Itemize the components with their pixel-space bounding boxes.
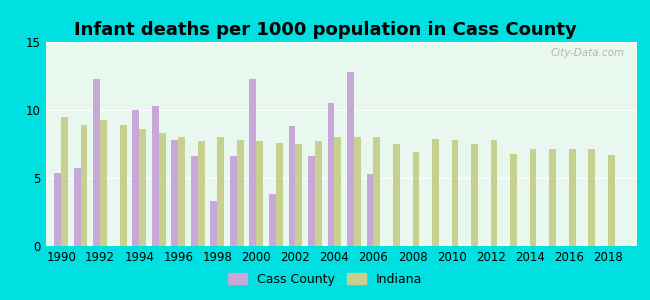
Text: City-Data.com: City-Data.com [551,48,625,58]
Bar [172,140,178,246]
Bar [250,79,256,246]
Bar [367,174,374,246]
Bar [413,152,419,246]
Bar [491,140,497,246]
Bar [471,144,478,246]
Bar [289,126,295,246]
Bar [81,125,88,246]
Bar [549,149,556,246]
Bar [198,141,205,246]
Bar [120,125,127,246]
Bar [569,149,575,246]
Bar [308,156,315,246]
Text: Infant deaths per 1000 population in Cass County: Infant deaths per 1000 population in Cas… [73,21,577,39]
Bar [159,133,166,246]
Bar [178,137,185,246]
Bar [61,117,68,246]
Bar [334,137,341,246]
Bar [530,149,536,246]
Bar [374,137,380,246]
Bar [354,137,361,246]
Bar [211,201,217,246]
Bar [608,155,614,246]
Bar [230,156,237,246]
Bar [588,149,595,246]
Bar [100,119,107,246]
Bar [55,172,61,246]
Bar [133,110,139,246]
Bar [94,79,100,246]
Bar [74,169,81,246]
Bar [315,141,322,246]
Bar [432,139,439,246]
Bar [269,194,276,246]
Bar [347,72,354,246]
Bar [328,103,334,246]
Bar [191,156,198,246]
Bar [256,141,263,246]
Legend: Cass County, Indiana: Cass County, Indiana [223,268,427,291]
Bar [393,144,400,246]
Bar [237,140,244,246]
Bar [510,154,517,246]
Bar [295,144,302,246]
Bar [452,140,458,246]
Bar [152,106,159,246]
Bar [217,137,224,246]
Bar [276,142,283,246]
Bar [139,129,146,246]
